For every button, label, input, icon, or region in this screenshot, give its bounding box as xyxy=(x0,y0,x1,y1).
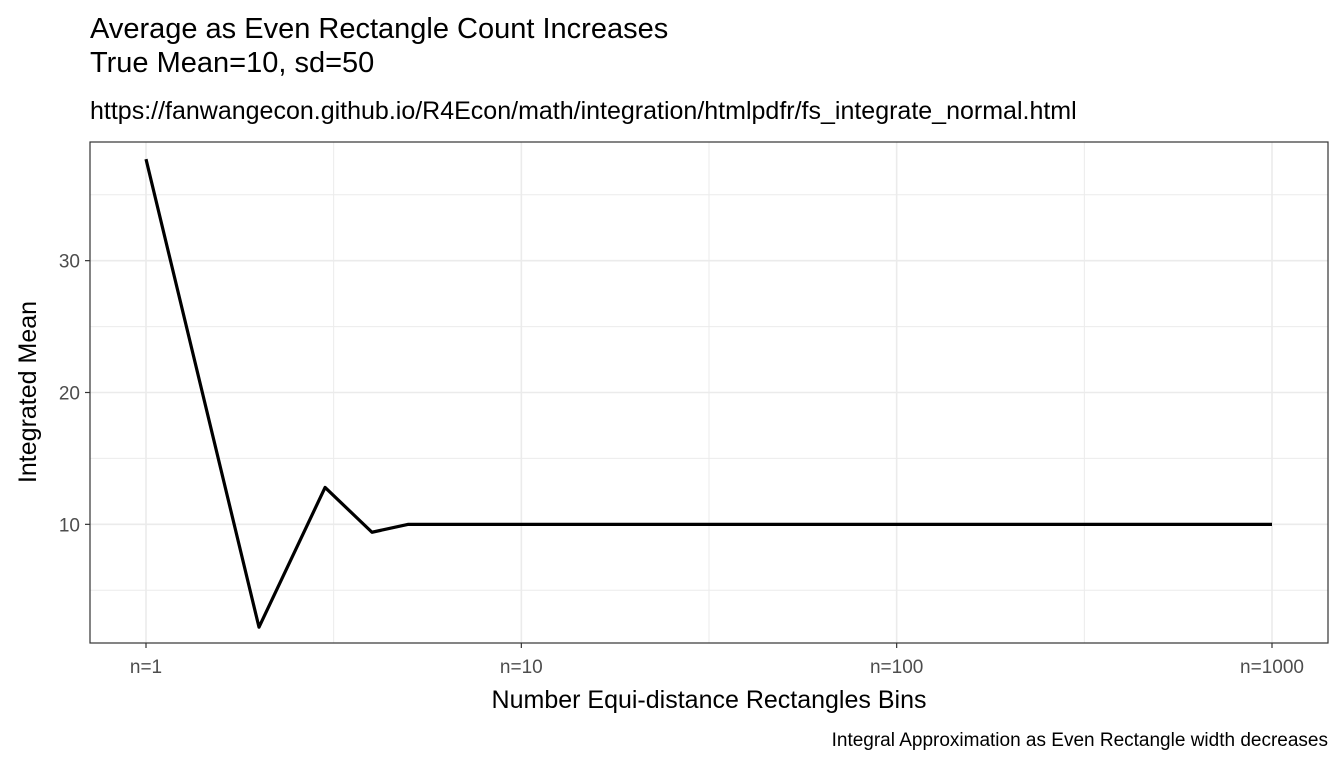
x-axis: n=1 n=10 n=100 n=1000 xyxy=(130,643,1304,678)
chart-title-line2: True Mean=10, sd=50 xyxy=(90,47,375,79)
y-tick-label: 30 xyxy=(59,252,80,273)
x-tick-label: n=1000 xyxy=(1240,657,1304,678)
y-tick-label: 20 xyxy=(59,384,80,405)
x-tick-label: n=1 xyxy=(130,657,162,678)
y-tick-label: 10 xyxy=(59,515,80,536)
chart-caption: Integral Approximation as Even Rectangle… xyxy=(831,730,1328,751)
chart-title: Average as Even Rectangle Count Increase… xyxy=(90,12,668,80)
x-tick-label: n=100 xyxy=(870,657,923,678)
series-line-1 xyxy=(144,158,1272,629)
y-axis: 10 20 30 xyxy=(59,252,90,536)
chart-subtitle: https://fanwangecon.github.io/R4Econ/mat… xyxy=(90,97,1077,125)
major-gridlines xyxy=(90,142,1328,643)
x-axis-label: Number Equi-distance Rectangles Bins xyxy=(491,686,927,714)
chart-title-line1: Average as Even Rectangle Count Increase… xyxy=(90,13,669,45)
series-group xyxy=(144,158,1272,629)
y-axis-label: Integrated Mean xyxy=(14,300,42,484)
x-tick-label: n=10 xyxy=(500,657,543,678)
